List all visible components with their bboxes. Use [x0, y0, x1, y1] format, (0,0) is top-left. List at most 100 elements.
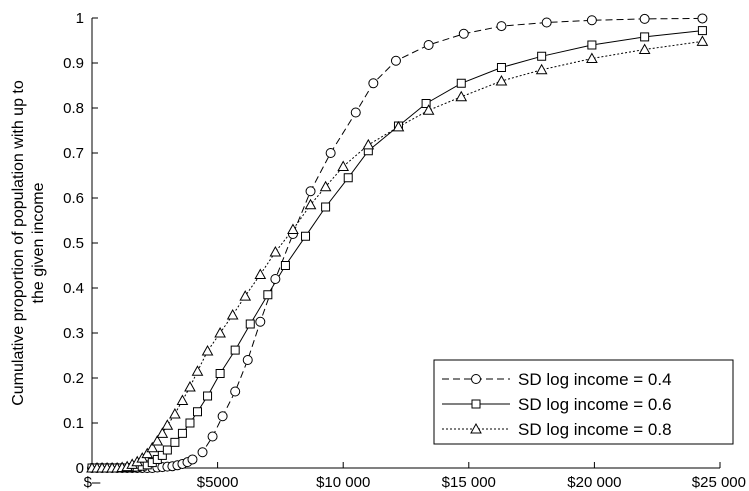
- y-tick-label: 0.2: [63, 370, 84, 387]
- series-2-point: [263, 290, 273, 300]
- series-3-point: [226, 308, 239, 320]
- series-3-point: [169, 407, 181, 419]
- legend-label-1: SD log income = 0.4: [518, 370, 672, 389]
- series-1-point: [325, 148, 336, 158]
- series-3-point: [146, 441, 159, 453]
- series-2-point: [537, 51, 547, 61]
- y-tick-label: 1: [76, 10, 84, 27]
- series-1-point: [305, 186, 316, 197]
- series-2-point: [456, 78, 466, 88]
- series-2-point: [321, 202, 331, 212]
- series-1-point: [350, 107, 361, 118]
- series-3-point: [696, 35, 709, 46]
- series-3-point: [269, 245, 282, 257]
- series-2-point: [177, 428, 187, 438]
- series-3-point: [141, 447, 154, 459]
- y-tick-label: 0.6: [63, 190, 84, 207]
- series-3-point: [319, 180, 332, 192]
- series-3-point: [184, 380, 196, 392]
- x-tick-label: $25 000: [692, 474, 746, 491]
- x-tick-label: $–: [84, 474, 101, 491]
- legend: SD log income = 0.4 SD log income = 0.6 SD…: [433, 359, 734, 445]
- series-3-point: [151, 434, 164, 446]
- x-tick-label: $5000: [197, 474, 239, 491]
- series-3-point: [201, 344, 214, 356]
- series-2-point: [640, 32, 650, 42]
- series-1-point: [639, 13, 650, 24]
- series-2-point: [343, 173, 353, 183]
- series-3-point: [392, 120, 405, 132]
- series-1-point: [230, 386, 241, 397]
- x-tick-label: $20 000: [567, 474, 621, 491]
- series-3-point: [337, 160, 350, 171]
- series-3-point: [161, 419, 174, 430]
- series-1-point: [390, 55, 401, 66]
- series-1-point: [586, 15, 597, 26]
- series-1-point: [423, 40, 434, 50]
- series-3-point: [191, 365, 204, 376]
- series-2-point: [185, 418, 195, 428]
- x-tick-label: $15 000: [442, 474, 496, 491]
- series-3-point: [176, 394, 189, 405]
- series-2-point: [170, 437, 180, 447]
- legend-marker-1: [471, 374, 481, 384]
- series-1-point: [207, 431, 218, 442]
- series-1-point: [458, 28, 469, 39]
- y-tick-label: 0.5: [63, 235, 84, 252]
- legend-marker-3: [470, 422, 482, 434]
- series-3-point: [362, 138, 375, 150]
- series-1-point: [255, 316, 266, 327]
- y-tick-label: 0: [76, 460, 84, 477]
- series-2-point: [203, 391, 213, 401]
- y-axis-label-line-1: Cumulative proportion of population with…: [10, 80, 27, 406]
- series-3-point: [535, 63, 548, 75]
- series-2-point: [193, 407, 203, 417]
- series-2-point: [587, 40, 597, 50]
- series-3-point: [239, 290, 252, 301]
- x-tick-label: $10 000: [316, 474, 370, 491]
- series-2-point: [245, 319, 255, 329]
- series-3-point: [287, 223, 299, 234]
- series-1-point: [541, 17, 552, 28]
- y-tick-label: 0.1: [63, 415, 84, 432]
- y-axis-label-line-2: the given income: [30, 182, 47, 303]
- series-3-point: [254, 268, 267, 279]
- series-3-point: [422, 104, 435, 115]
- series-2-point: [230, 345, 240, 355]
- series-1-point: [496, 21, 507, 32]
- series-1-point: [368, 78, 379, 89]
- legend-box: [433, 359, 734, 445]
- y-tick-label: 0.8: [63, 100, 84, 117]
- series-3-point: [304, 198, 317, 210]
- series-1-point: [242, 355, 253, 365]
- series-2-point: [157, 450, 167, 460]
- series-2-point: [301, 231, 311, 241]
- series-1-point: [270, 274, 281, 284]
- legend-label-3: SD log income = 0.8: [518, 420, 672, 439]
- series-2-point: [421, 99, 431, 108]
- y-tick-label: 0.7: [63, 145, 84, 162]
- series-markers: [86, 13, 709, 473]
- series-3-point: [495, 74, 508, 86]
- series-3-point: [455, 90, 468, 102]
- series-2-point: [697, 26, 707, 36]
- legend-label-2: SD log income = 0.6: [518, 395, 672, 414]
- axis-ticks: 0 0.1 0.2 0.3 0.4 0.5 0.6 0.7 0.8 0.9 1 $– $5000 $10 …: [63, 10, 746, 491]
- series-3-point: [586, 52, 598, 63]
- series-3-point: [638, 43, 651, 54]
- series-2-point: [215, 369, 225, 378]
- legend-marker-2: [471, 399, 481, 409]
- y-tick-label: 0.4: [63, 280, 84, 297]
- series-3-point: [156, 427, 169, 438]
- y-tick-label: 0.9: [63, 55, 84, 72]
- series-2-point: [280, 261, 290, 270]
- series-2-point: [496, 63, 506, 72]
- series-1-point: [197, 447, 208, 458]
- series-3-point: [214, 326, 226, 338]
- series-2-point: [162, 445, 172, 455]
- series-1-point: [217, 411, 228, 422]
- y-tick-label: 0.3: [63, 325, 84, 342]
- series-1-point: [697, 13, 708, 24]
- series-1-point: [187, 454, 198, 465]
